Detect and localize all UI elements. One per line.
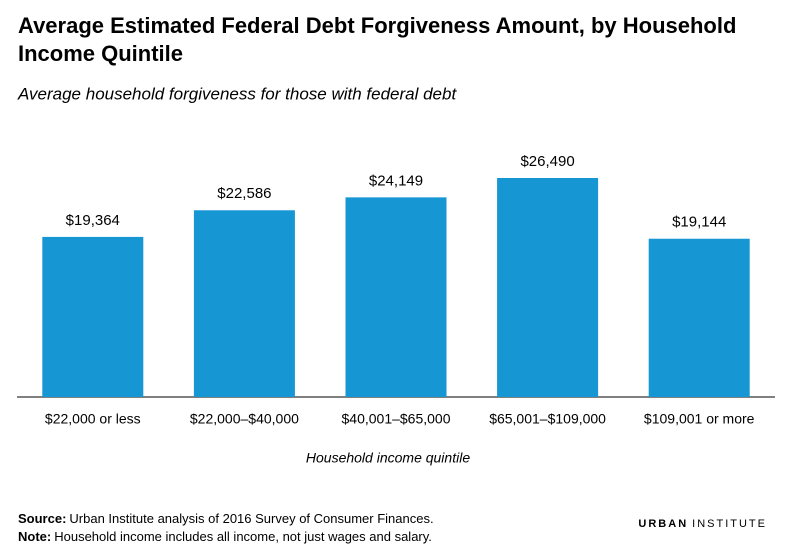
value-label: $26,490: [520, 153, 574, 170]
source: Source: Urban Institute analysis of 2016 …: [18, 511, 434, 526]
x-tick-label: $109,001 or more: [644, 411, 755, 427]
note: Note: Household income includes all incom…: [18, 529, 432, 544]
x-tick-label: $65,001–$109,000: [489, 411, 606, 427]
logo-light: INSTITUTE: [692, 518, 767, 530]
value-label: $24,149: [369, 172, 423, 189]
logo: URBAN INSTITUTE: [638, 518, 767, 530]
bar: [193, 210, 295, 397]
x-tick-label: $22,000–$40,000: [190, 411, 299, 427]
logo-bold: URBAN: [638, 518, 688, 530]
chart-subtitle: Average household forgiveness for those …: [17, 84, 457, 103]
source-text: Urban Institute analysis of 2016 Survey …: [69, 511, 433, 526]
source-label: Source:: [18, 511, 66, 526]
x-tick-label: $22,000 or less: [45, 411, 141, 427]
bar: [42, 236, 144, 397]
x-tick-label: $40,001–$65,000: [342, 411, 451, 427]
value-label: $19,364: [66, 212, 120, 229]
note-text: Household income includes all income, no…: [54, 529, 432, 544]
bar: [497, 178, 599, 397]
chart-title: Average Estimated Federal Debt Forgivene…: [18, 13, 736, 66]
note-label: Note:: [18, 529, 51, 544]
x-axis-label: Household income quintile: [306, 450, 470, 466]
value-label: $22,586: [217, 185, 271, 202]
bar: [648, 238, 750, 397]
value-label: $19,144: [672, 214, 726, 231]
bar: [345, 197, 447, 397]
